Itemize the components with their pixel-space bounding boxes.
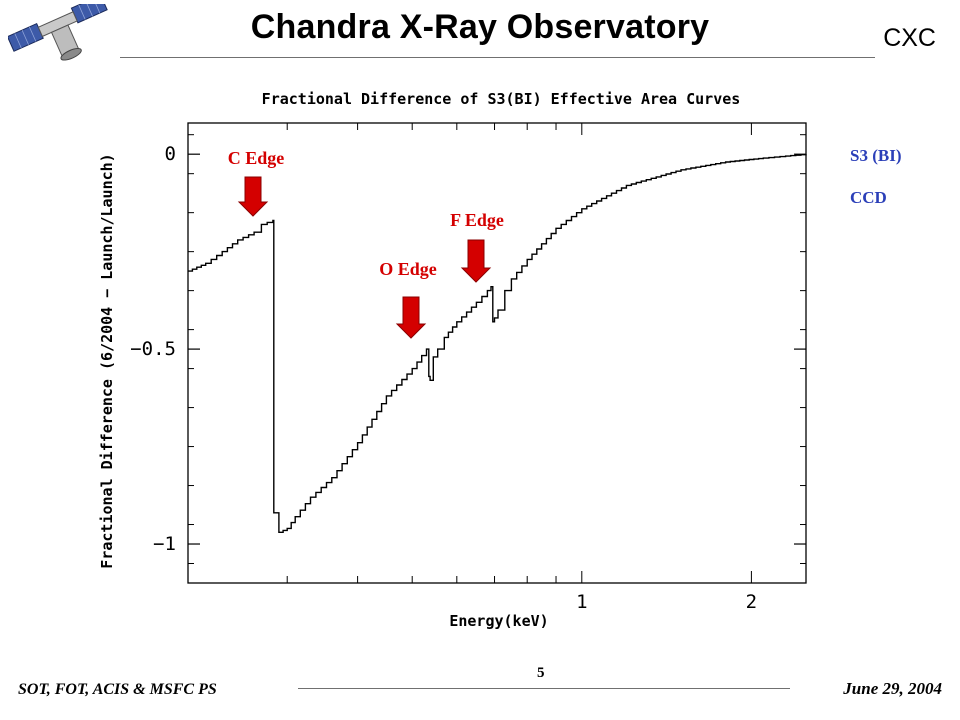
footer-divider [298, 688, 790, 689]
page-number: 5 [537, 665, 545, 681]
y-tick-label: 0 [165, 143, 176, 165]
chandra-satellite-logo [8, 4, 108, 61]
legend-detector: S3 (BI) [850, 146, 902, 165]
data-series-line-0 [188, 154, 807, 533]
legend-ccd: CCD [850, 188, 887, 207]
x-tick-label: 2 [746, 591, 757, 613]
y-tick-label: −0.5 [130, 338, 176, 360]
plot-frame [187, 122, 807, 584]
annotation-arrow [237, 176, 269, 217]
x-tick-label: 1 [576, 591, 587, 613]
y-axis-label: Fractional Difference (6/2004 − Launch/L… [98, 153, 116, 568]
chart-title: Fractional Difference of S3(BI) Effectiv… [262, 90, 741, 108]
org-label: CXC [883, 24, 936, 52]
annotation-label: C Edge [228, 148, 285, 168]
x-axis-label: Energy(keV) [449, 612, 548, 630]
header-divider [120, 57, 875, 58]
y-tick-label: −1 [153, 533, 176, 555]
footer-team: SOT, FOT, ACIS & MSFC PS [18, 681, 217, 698]
annotation-label: O Edge [379, 259, 437, 279]
page-title: Chandra X-Ray Observatory [250, 8, 710, 46]
annotation-arrow [395, 296, 427, 339]
annotation-arrow [460, 239, 492, 283]
annotation-label: F Edge [450, 210, 504, 230]
footer-date: June 29, 2004 [843, 679, 942, 698]
